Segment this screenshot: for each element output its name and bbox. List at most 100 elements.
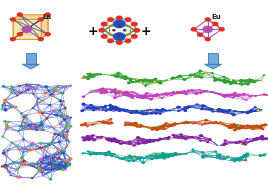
Circle shape <box>42 129 45 131</box>
Circle shape <box>67 130 69 132</box>
Circle shape <box>224 142 228 145</box>
Circle shape <box>120 109 122 111</box>
Circle shape <box>49 163 51 165</box>
Circle shape <box>28 128 31 130</box>
Circle shape <box>40 169 44 172</box>
Circle shape <box>37 127 40 129</box>
Circle shape <box>132 79 135 81</box>
Circle shape <box>7 170 11 173</box>
Circle shape <box>262 154 266 156</box>
Circle shape <box>260 109 262 111</box>
Circle shape <box>217 108 221 111</box>
Circle shape <box>50 142 53 144</box>
Circle shape <box>221 95 224 97</box>
Circle shape <box>126 94 129 95</box>
Circle shape <box>155 156 159 159</box>
Circle shape <box>105 109 108 112</box>
Circle shape <box>228 126 232 129</box>
Circle shape <box>135 110 137 111</box>
Circle shape <box>101 22 108 26</box>
Polygon shape <box>22 64 39 69</box>
Circle shape <box>158 82 162 84</box>
Circle shape <box>180 138 183 140</box>
Circle shape <box>229 82 233 85</box>
Circle shape <box>136 136 140 139</box>
Circle shape <box>212 111 215 113</box>
Circle shape <box>47 90 50 92</box>
Circle shape <box>58 123 61 125</box>
Circle shape <box>255 124 258 126</box>
Circle shape <box>84 122 87 124</box>
Circle shape <box>82 95 85 98</box>
Circle shape <box>44 85 48 88</box>
Circle shape <box>86 78 90 80</box>
Circle shape <box>164 129 166 130</box>
Circle shape <box>138 137 140 139</box>
Circle shape <box>197 33 203 37</box>
Circle shape <box>143 142 146 144</box>
Circle shape <box>107 38 114 43</box>
Circle shape <box>42 147 46 150</box>
Circle shape <box>224 81 227 83</box>
Circle shape <box>118 109 121 112</box>
Circle shape <box>237 125 240 127</box>
Circle shape <box>15 145 18 147</box>
Circle shape <box>197 75 201 78</box>
Circle shape <box>213 122 216 124</box>
Circle shape <box>129 143 131 145</box>
Circle shape <box>161 108 165 111</box>
Circle shape <box>22 129 24 130</box>
Circle shape <box>145 79 149 81</box>
Circle shape <box>62 100 65 102</box>
Circle shape <box>44 92 48 94</box>
Text: +: + <box>87 25 98 38</box>
Circle shape <box>158 138 162 140</box>
Circle shape <box>181 92 183 94</box>
Circle shape <box>250 109 254 111</box>
Circle shape <box>64 159 68 162</box>
Circle shape <box>87 138 91 141</box>
Circle shape <box>107 150 111 153</box>
Circle shape <box>244 126 247 128</box>
Circle shape <box>82 139 86 142</box>
Circle shape <box>233 160 236 162</box>
Circle shape <box>263 138 267 140</box>
Circle shape <box>237 159 241 162</box>
Circle shape <box>265 124 268 126</box>
Circle shape <box>201 151 204 153</box>
Circle shape <box>233 123 236 125</box>
Circle shape <box>204 17 211 22</box>
Circle shape <box>185 89 188 91</box>
Circle shape <box>61 168 65 171</box>
Circle shape <box>88 91 91 93</box>
Circle shape <box>5 155 8 157</box>
Circle shape <box>260 125 263 127</box>
Circle shape <box>174 93 177 94</box>
Circle shape <box>67 164 71 167</box>
Circle shape <box>197 137 200 139</box>
Circle shape <box>29 83 32 85</box>
Circle shape <box>91 123 94 126</box>
Circle shape <box>192 122 195 124</box>
Circle shape <box>66 123 69 125</box>
Circle shape <box>255 109 258 112</box>
Circle shape <box>225 141 228 143</box>
Circle shape <box>149 98 153 101</box>
Circle shape <box>260 135 264 137</box>
Circle shape <box>92 139 96 141</box>
Circle shape <box>240 143 242 145</box>
Circle shape <box>224 94 228 96</box>
Circle shape <box>138 125 140 126</box>
Circle shape <box>69 125 72 128</box>
Circle shape <box>31 144 33 146</box>
Circle shape <box>113 88 117 91</box>
Circle shape <box>205 155 208 157</box>
Circle shape <box>208 139 211 141</box>
Circle shape <box>170 136 173 138</box>
Circle shape <box>210 108 214 111</box>
Circle shape <box>10 85 13 88</box>
Circle shape <box>254 95 257 97</box>
Circle shape <box>28 149 32 152</box>
Circle shape <box>49 178 52 181</box>
Circle shape <box>51 168 53 170</box>
